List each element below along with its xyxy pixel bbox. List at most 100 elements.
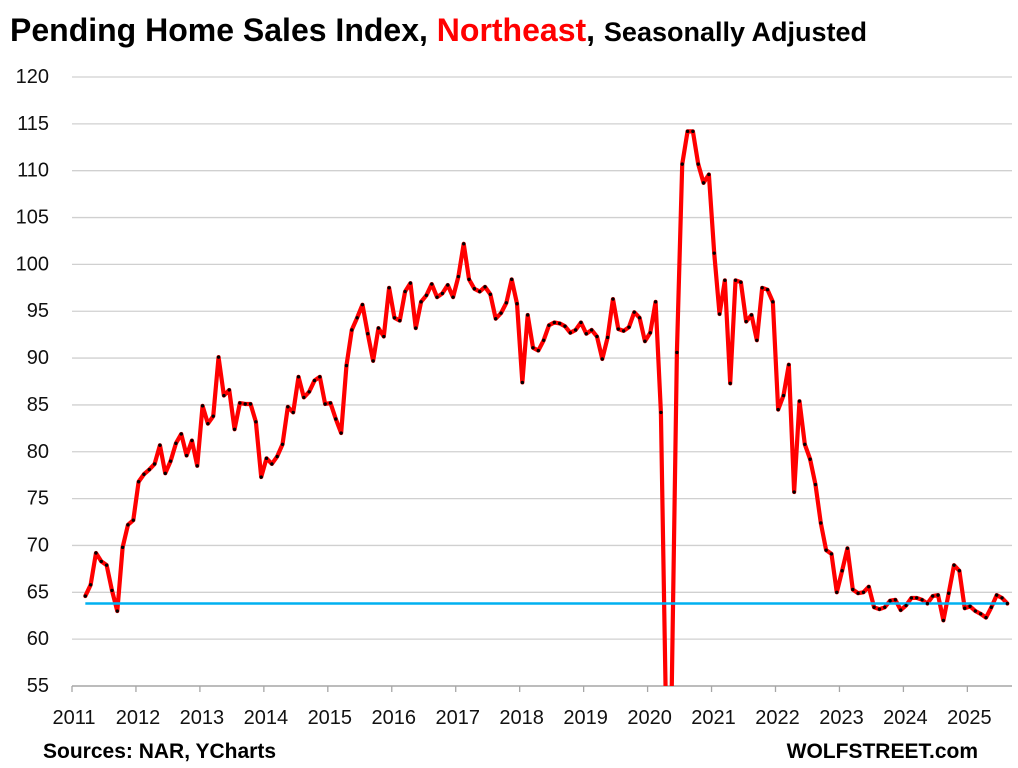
data-point: [195, 464, 199, 468]
data-point: [419, 300, 423, 304]
data-point: [744, 319, 748, 324]
data-point: [888, 599, 892, 603]
data-point: [440, 291, 445, 296]
data-point: [227, 388, 231, 392]
data-point: [931, 594, 935, 598]
data-point: [504, 301, 509, 305]
data-point: [296, 375, 301, 379]
data-point: [947, 591, 951, 595]
data-point: [670, 698, 673, 701]
data-point: [963, 606, 967, 610]
data-point: [792, 490, 796, 494]
data-point: [872, 605, 876, 609]
data-point: [318, 375, 322, 379]
title-suffix: Seasonally Adjusted: [603, 17, 868, 47]
data-point: [472, 287, 477, 291]
data-point: [382, 334, 386, 339]
data-point: [936, 593, 940, 597]
x-tick-label: 2012: [116, 707, 161, 729]
data-point: [867, 584, 871, 589]
data-point: [520, 380, 525, 385]
data-point: [371, 359, 375, 363]
data-point: [632, 310, 636, 314]
data-point: [760, 286, 764, 290]
data-point: [206, 421, 210, 426]
data-point: [360, 302, 365, 307]
data-point: [403, 289, 407, 294]
data-point: [328, 401, 333, 405]
y-tick-label: 65: [27, 581, 49, 603]
data-point: [83, 594, 88, 598]
data-point: [515, 302, 519, 306]
y-tick-label: 70: [27, 534, 49, 556]
data-point: [899, 608, 903, 612]
data-point: [968, 604, 972, 609]
data-point: [648, 331, 652, 335]
plot-area: [83, 129, 1010, 701]
x-tick-label: 2018: [499, 707, 544, 729]
data-point: [259, 475, 263, 479]
data-point: [344, 363, 349, 368]
data-point: [984, 615, 988, 620]
data-point: [680, 162, 684, 166]
data-point: [973, 609, 978, 613]
data-point: [168, 459, 173, 463]
data-point: [499, 311, 503, 315]
data-point: [701, 181, 706, 185]
data-point: [456, 274, 461, 279]
data-point: [414, 326, 418, 330]
data-point: [675, 350, 679, 355]
data-point: [350, 328, 354, 332]
data-point: [712, 251, 716, 255]
x-tick-label: 2022: [755, 707, 800, 729]
data-point: [600, 357, 604, 361]
data-point: [717, 312, 722, 316]
data-point: [659, 410, 663, 415]
data-point: [222, 393, 226, 398]
data-point: [733, 278, 738, 283]
data-point: [813, 482, 818, 487]
data-point: [835, 590, 839, 595]
data-point: [126, 523, 130, 527]
data-point: [280, 442, 285, 446]
data-point: [136, 480, 141, 484]
data-point: [637, 316, 642, 320]
data-point: [893, 598, 898, 602]
x-tick-label: 2024: [883, 707, 928, 729]
data-point: [557, 321, 562, 326]
data-point: [323, 402, 327, 406]
x-tick-label: 2013: [180, 707, 225, 729]
y-tick-label: 75: [27, 488, 49, 510]
data-point: [243, 402, 247, 406]
data-point: [494, 317, 498, 321]
data-point: [424, 293, 429, 297]
data-point: [120, 545, 125, 550]
x-tick-label: 2011: [52, 707, 95, 729]
data-point: [541, 338, 546, 342]
data-point: [627, 325, 631, 329]
brand-label: WOLFSTREET.com: [786, 740, 978, 763]
x-tick-label: 2016: [372, 707, 417, 729]
x-tick-label: 2014: [244, 707, 289, 729]
data-point: [989, 605, 994, 609]
x-tick-label: 2021: [691, 707, 736, 729]
data-point: [941, 618, 946, 623]
data-point: [158, 443, 162, 447]
data-point: [430, 282, 434, 286]
data-point: [536, 348, 541, 353]
data-point: [904, 603, 908, 608]
data-point: [595, 334, 599, 339]
data-point: [190, 438, 194, 443]
data-point: [611, 297, 615, 301]
data-point: [488, 292, 493, 297]
data-point: [696, 162, 700, 166]
data-point: [845, 546, 850, 550]
data-point: [232, 427, 237, 431]
data-point: [883, 605, 887, 609]
y-tick-label: 120: [16, 66, 49, 88]
y-tick-label: 60: [27, 628, 49, 650]
data-point: [616, 327, 620, 331]
data-point: [605, 335, 610, 340]
data-point: [179, 432, 183, 436]
